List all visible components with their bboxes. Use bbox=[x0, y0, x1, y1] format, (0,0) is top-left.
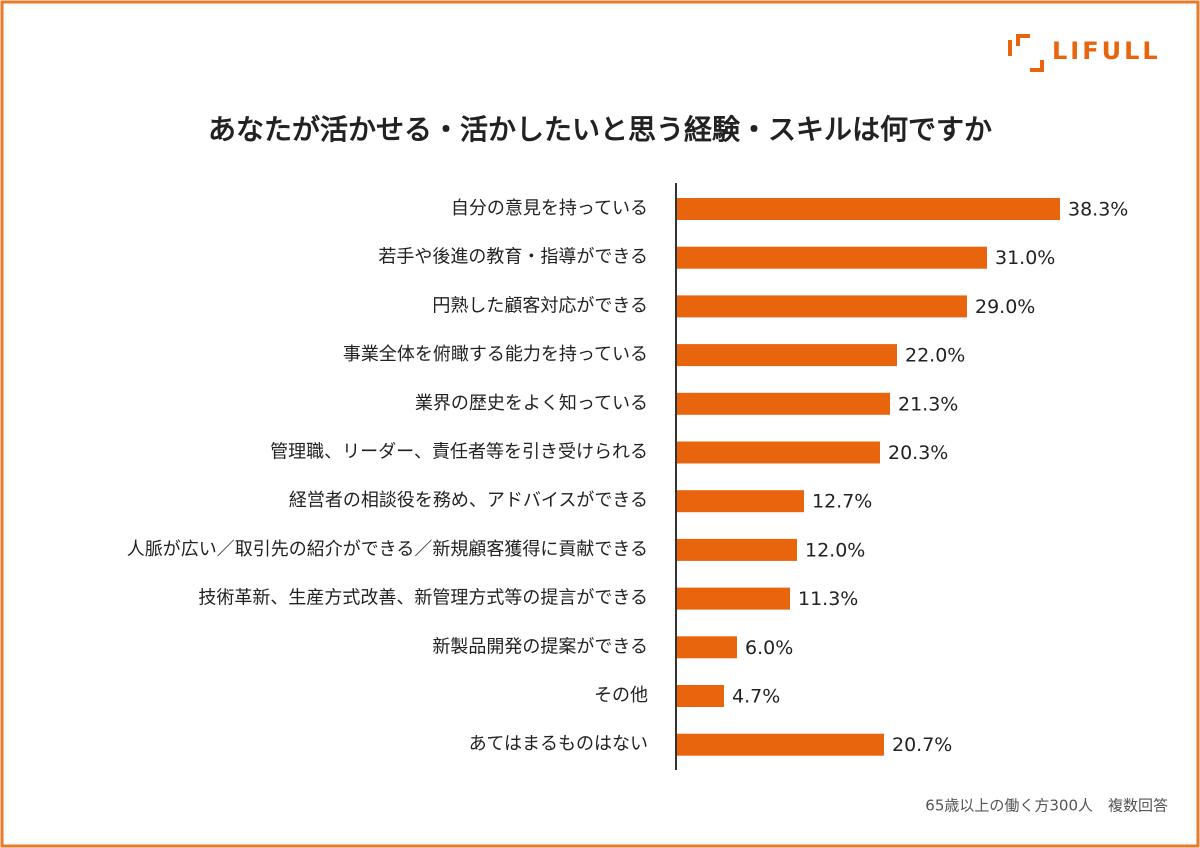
bar bbox=[677, 295, 967, 318]
bar bbox=[677, 441, 880, 464]
category-label: 技術革新、生産方式改善、新管理方式等の提言ができる bbox=[198, 588, 648, 609]
value-label: 20.7% bbox=[892, 734, 952, 756]
category-label: 新製品開発の提案ができる bbox=[432, 636, 648, 657]
category-label: 事業全体を俯瞰する能力を持っている bbox=[343, 344, 648, 365]
category-label: 自分の意見を持っている bbox=[451, 198, 648, 219]
category-label: 管理職、リーダー、責任者等を引き受けられる bbox=[270, 442, 648, 463]
value-label: 38.3% bbox=[1068, 199, 1128, 221]
value-label: 4.7% bbox=[732, 686, 780, 708]
value-label: 6.0% bbox=[745, 637, 793, 659]
logo-text: LIFULL bbox=[1052, 37, 1161, 65]
category-label: その他 bbox=[594, 685, 648, 706]
bar bbox=[677, 636, 737, 659]
value-label: 22.0% bbox=[905, 345, 965, 367]
value-label: 31.0% bbox=[995, 247, 1055, 269]
category-label: あてはまるものはない bbox=[469, 734, 648, 755]
bar bbox=[677, 733, 884, 756]
bar bbox=[677, 490, 804, 513]
note: 65歳以上の働く方300人 複数回答 bbox=[925, 797, 1168, 815]
bar bbox=[677, 685, 724, 707]
value-label: 29.0% bbox=[975, 296, 1035, 318]
bar bbox=[677, 198, 1060, 220]
bar bbox=[677, 246, 987, 269]
category-label: 円熟した顧客対応ができる bbox=[432, 295, 648, 316]
value-label: 12.7% bbox=[812, 491, 872, 513]
category-label: 人脈が広い／取引先の紹介ができる／新規顧客獲得に貢献できる bbox=[127, 539, 648, 560]
bar bbox=[677, 392, 890, 415]
value-label: 21.3% bbox=[898, 393, 958, 415]
category-label: 業界の歴史をよく知っている bbox=[415, 393, 648, 414]
value-label: 12.0% bbox=[805, 539, 865, 561]
bar bbox=[677, 538, 797, 561]
category-label: 経営者の相談役を務め、アドバイスができる bbox=[289, 490, 648, 511]
category-label: 若手や後進の教育・指導ができる bbox=[378, 247, 648, 268]
bar bbox=[677, 587, 790, 610]
logo-icon bbox=[1008, 34, 1044, 72]
value-label: 11.3% bbox=[798, 588, 858, 610]
chart-title: あなたが活かせる・活かしたいと思う経験・スキルは何ですか bbox=[208, 113, 992, 146]
value-label: 20.3% bbox=[888, 442, 948, 464]
bar bbox=[677, 344, 897, 367]
